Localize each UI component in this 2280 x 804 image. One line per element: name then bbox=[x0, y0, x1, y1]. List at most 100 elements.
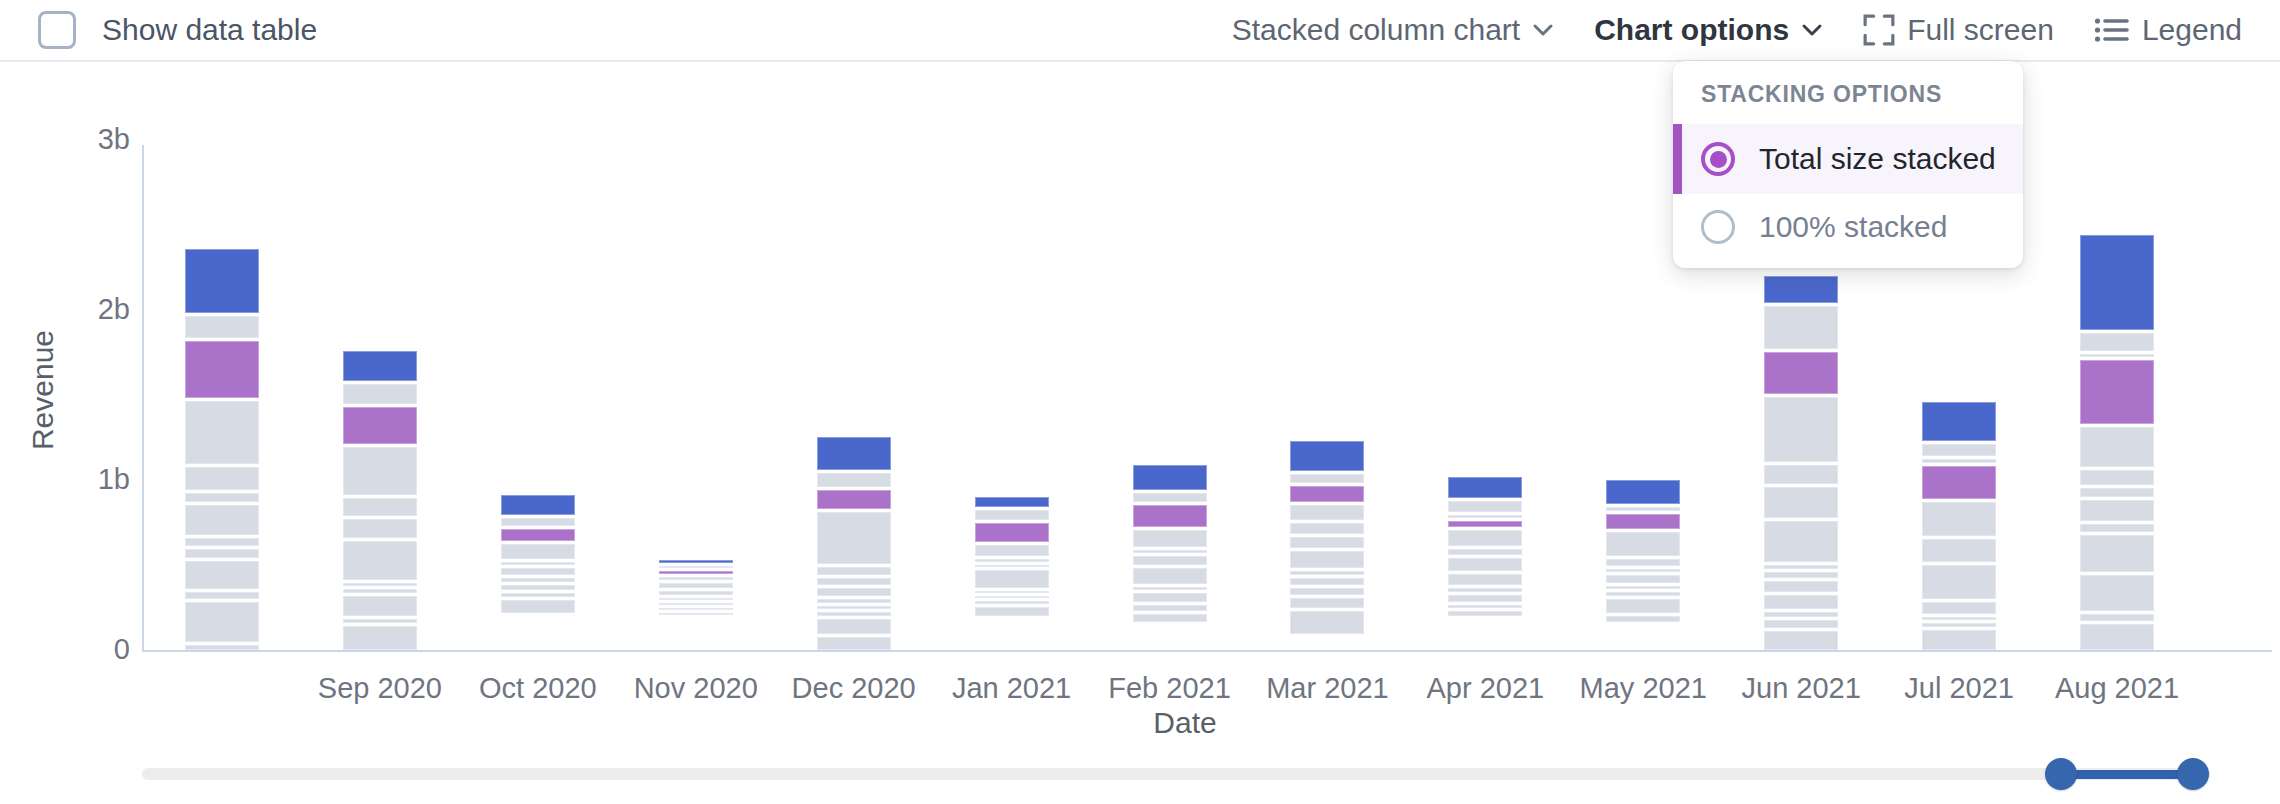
bar-segment-purple[interactable] bbox=[817, 490, 891, 509]
bar-segment-gray[interactable] bbox=[2080, 500, 2154, 521]
bar-segment-gray[interactable] bbox=[343, 519, 417, 537]
stacked-bar-jul-2021[interactable] bbox=[1922, 402, 1996, 650]
bar-segment-gray[interactable] bbox=[501, 600, 575, 613]
stacked-bar-aug-2021[interactable] bbox=[2080, 235, 2154, 650]
bar-segment-gray[interactable] bbox=[659, 566, 733, 568]
bar-segment-gray[interactable] bbox=[2080, 575, 2154, 611]
bar-segment-gray[interactable] bbox=[817, 612, 891, 615]
bar-segment-gray[interactable] bbox=[1448, 549, 1522, 555]
bar-segment-blue[interactable] bbox=[1764, 276, 1838, 303]
bar-segment-blue[interactable] bbox=[1133, 465, 1207, 490]
bar-segment-gray[interactable] bbox=[2080, 427, 2154, 467]
bar-segment-gray[interactable] bbox=[817, 473, 891, 487]
bar-segment-gray[interactable] bbox=[1922, 539, 1996, 563]
bar-segment-gray[interactable] bbox=[1606, 569, 1680, 572]
bar-segment-gray[interactable] bbox=[1922, 630, 1996, 650]
bar-segment-gray[interactable] bbox=[1290, 474, 1364, 483]
bar-segment-gray[interactable] bbox=[1922, 502, 1996, 535]
bar-segment-gray[interactable] bbox=[1764, 487, 1838, 517]
radio-unselected-icon[interactable] bbox=[1701, 210, 1735, 244]
bar-segment-gray[interactable] bbox=[817, 512, 891, 564]
bar-segment-gray[interactable] bbox=[817, 567, 891, 575]
bar-segment-purple[interactable] bbox=[185, 341, 259, 398]
stacked-bar-oct-2020[interactable] bbox=[501, 495, 575, 650]
bar-segment-gray[interactable] bbox=[1764, 631, 1838, 650]
bar-segment-gray[interactable] bbox=[659, 583, 733, 588]
bar-segment-gray[interactable] bbox=[2080, 470, 2154, 486]
bar-segment-gray[interactable] bbox=[2080, 535, 2154, 571]
bar-segment-blue[interactable] bbox=[817, 437, 891, 470]
stacked-bar-apr-2021[interactable] bbox=[1448, 477, 1522, 650]
bar-segment-gray[interactable] bbox=[659, 603, 733, 605]
bar-segment-purple[interactable] bbox=[343, 407, 417, 444]
bar-segment-purple[interactable] bbox=[1290, 486, 1364, 502]
bar-segment-gray[interactable] bbox=[343, 447, 417, 495]
bar-segment-gray[interactable] bbox=[1764, 521, 1838, 563]
bar-segment-gray[interactable] bbox=[1764, 612, 1838, 618]
bar-segment-gray[interactable] bbox=[975, 559, 1049, 561]
bar-segment-gray[interactable] bbox=[1448, 588, 1522, 592]
bar-segment-gray[interactable] bbox=[343, 583, 417, 587]
bar-segment-gray[interactable] bbox=[1606, 559, 1680, 566]
bar-segment-gray[interactable] bbox=[975, 545, 1049, 556]
bar-segment-gray[interactable] bbox=[1290, 537, 1364, 548]
bar-segment-blue[interactable] bbox=[343, 351, 417, 381]
bar-segment-gray[interactable] bbox=[1133, 556, 1207, 565]
bar-segment-gray[interactable] bbox=[1290, 588, 1364, 595]
bar-segment-gray[interactable] bbox=[1290, 523, 1364, 534]
bar-segment-gray[interactable] bbox=[2080, 614, 2154, 621]
x-range-slider-track[interactable] bbox=[142, 768, 2210, 780]
bar-segment-gray[interactable] bbox=[501, 585, 575, 590]
bar-segment-gray[interactable] bbox=[817, 619, 891, 635]
bar-segment-gray[interactable] bbox=[185, 467, 259, 490]
bar-segment-purple[interactable] bbox=[1133, 505, 1207, 527]
option-100-percent-stacked[interactable]: 100% stacked bbox=[1673, 196, 2023, 258]
bar-segment-purple[interactable] bbox=[1448, 521, 1522, 527]
bar-segment-purple[interactable] bbox=[501, 529, 575, 541]
bar-segment-gray[interactable] bbox=[1133, 550, 1207, 553]
bar-segment-gray[interactable] bbox=[1764, 595, 1838, 608]
bar-segment-gray[interactable] bbox=[185, 493, 259, 502]
stacked-bar-jan-2021[interactable] bbox=[975, 497, 1049, 650]
bar-segment-gray[interactable] bbox=[975, 591, 1049, 593]
bar-segment-gray[interactable] bbox=[1764, 306, 1838, 350]
bar-segment-gray[interactable] bbox=[1448, 501, 1522, 512]
bar-segment-gray[interactable] bbox=[1764, 581, 1838, 592]
bar-segment-blue[interactable] bbox=[1606, 480, 1680, 504]
x-range-slider-selected-range[interactable] bbox=[2061, 770, 2193, 779]
bar-segment-gray[interactable] bbox=[1448, 574, 1522, 585]
bar-segment-gray[interactable] bbox=[2080, 488, 2154, 497]
bar-segment-blue[interactable] bbox=[1290, 441, 1364, 471]
bar-segment-purple[interactable] bbox=[975, 523, 1049, 543]
stacked-bar-nov-2020[interactable] bbox=[659, 560, 733, 650]
bar-segment-gray[interactable] bbox=[1133, 605, 1207, 611]
bar-segment-gray[interactable] bbox=[501, 578, 575, 582]
bar-segment-gray[interactable] bbox=[659, 577, 733, 580]
bar-segment-gray[interactable] bbox=[1448, 558, 1522, 571]
bar-segment-gray[interactable] bbox=[2080, 624, 2154, 650]
bar-segment-gray[interactable] bbox=[975, 607, 1049, 616]
bar-segment-gray[interactable] bbox=[1606, 616, 1680, 622]
bar-segment-gray[interactable] bbox=[185, 316, 259, 337]
bar-segment-purple[interactable] bbox=[1606, 514, 1680, 529]
bar-segment-gray[interactable] bbox=[1922, 444, 1996, 456]
bar-segment-blue[interactable] bbox=[2080, 235, 2154, 330]
bar-segment-blue[interactable] bbox=[659, 560, 733, 563]
stacked-bar-feb-2021[interactable] bbox=[1133, 465, 1207, 650]
bar-segment-gray[interactable] bbox=[2080, 354, 2154, 357]
bar-segment-gray[interactable] bbox=[185, 592, 259, 599]
bar-segment-gray[interactable] bbox=[1133, 614, 1207, 622]
bar-segment-gray[interactable] bbox=[1922, 617, 1996, 621]
bar-segment-purple[interactable] bbox=[2080, 360, 2154, 424]
bar-segment-gray[interactable] bbox=[501, 518, 575, 526]
bar-segment-gray[interactable] bbox=[501, 544, 575, 559]
bar-segment-gray[interactable] bbox=[817, 599, 891, 604]
bar-segment-blue[interactable] bbox=[1448, 477, 1522, 498]
bar-segment-gray[interactable] bbox=[1922, 623, 1996, 627]
bar-segment-gray[interactable] bbox=[1606, 586, 1680, 589]
bar-segment-gray[interactable] bbox=[1448, 595, 1522, 602]
bar-segment-gray[interactable] bbox=[1448, 515, 1522, 518]
bar-segment-blue[interactable] bbox=[501, 495, 575, 515]
bar-segment-gray[interactable] bbox=[501, 593, 575, 597]
stacked-bar-sep-2020[interactable] bbox=[343, 351, 417, 650]
